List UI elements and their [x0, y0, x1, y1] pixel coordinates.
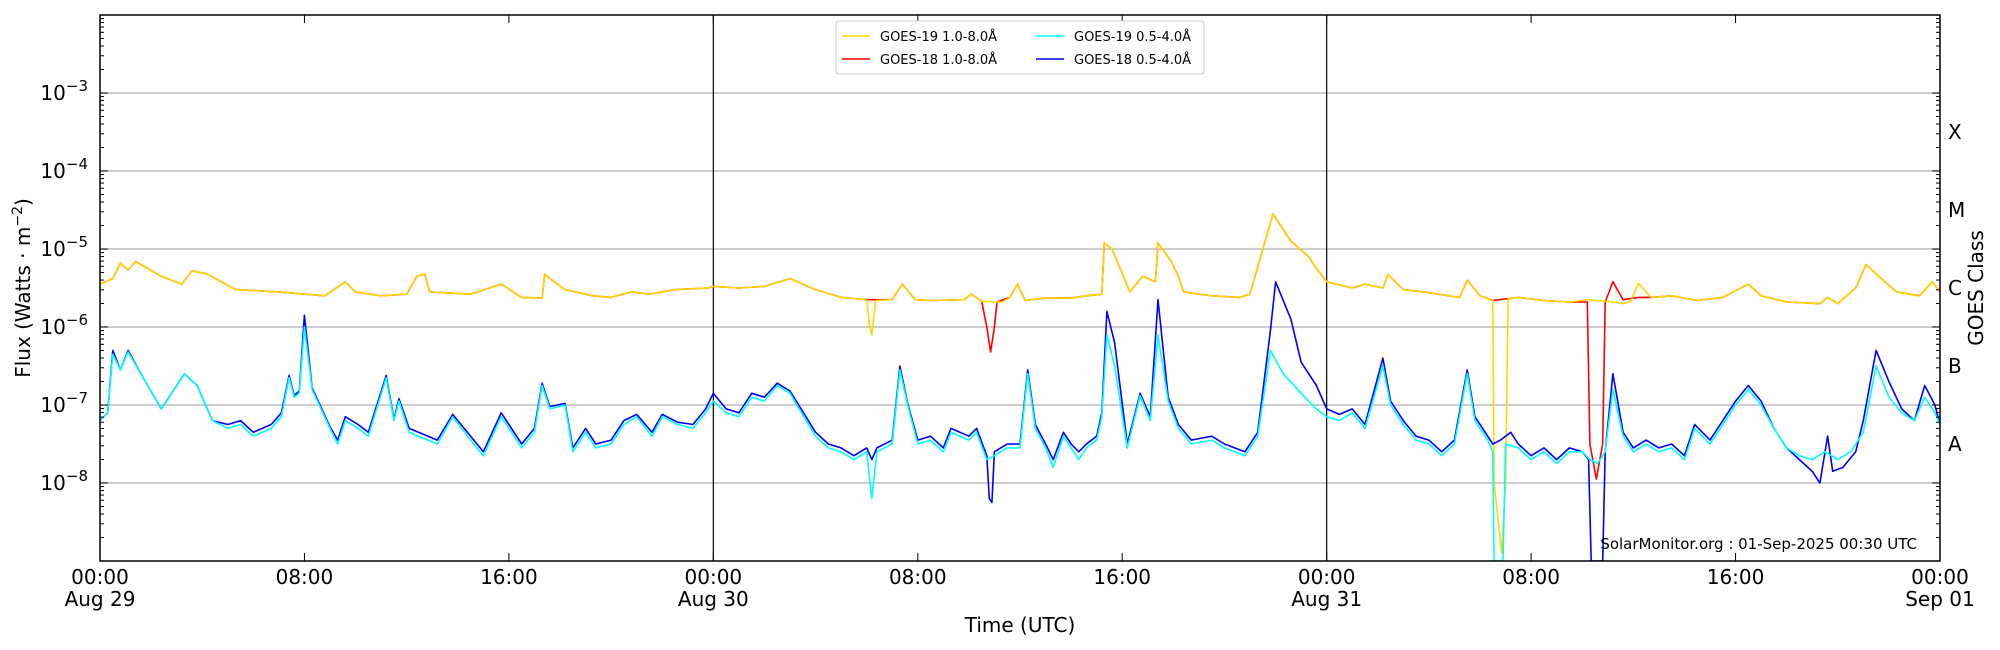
y-axis-ticks [100, 18, 1940, 562]
x-tick-time-label: 16:00 [1707, 565, 1765, 589]
x-tick-time-label: 00:00 [1298, 565, 1356, 589]
y-tick-label: 10−8 [40, 467, 88, 495]
y-tick-label: 10−4 [40, 155, 88, 183]
goes-class-label-x: X [1948, 120, 1962, 144]
y-axis-labels: 10−3 10−4 10−5 10−6 10−7 10−8 [40, 77, 88, 495]
plot-frame [99, 14, 1941, 562]
y-axis-title: Flux (Watts · m−2) [10, 198, 35, 378]
x-tick-time-label: 00:00 [71, 565, 129, 589]
y-tick-label: 10−7 [40, 389, 88, 417]
data-series [100, 213, 1940, 561]
legend-box [835, 20, 1205, 75]
legend-label-goes19-short: GOES-19 0.5-4.0Å [1074, 29, 1191, 45]
x-tick-time-label: 08:00 [1502, 565, 1560, 589]
y-tick-label: 10−3 [40, 77, 88, 105]
credit-annotation: SolarMonitor.org : 01-Sep-2025 00:30 UTC [1600, 535, 1917, 553]
goes-class-labels: X M C B A [1948, 120, 1965, 456]
y-axis-right-title: GOES Class [1964, 230, 1988, 346]
x-axis-ticks [99, 15, 1941, 561]
x-tick-date-label: Aug 30 [678, 587, 749, 611]
goes-class-label-m: M [1948, 198, 1965, 222]
series-line-goes-19-0-5-4-0- [100, 326, 1940, 561]
x-tick-date-label: Aug 31 [1291, 587, 1362, 611]
x-tick-time-label: 00:00 [1911, 565, 1969, 589]
x-tick-date-label: Aug 29 [65, 587, 136, 611]
legend-label-goes18-long: GOES-18 1.0-8.0Å [880, 52, 997, 68]
x-tick-date-label: Sep 01 [1905, 587, 1975, 611]
series-line-goes-19-1-0-8-0- [100, 213, 1940, 554]
goes-class-label-c: C [1948, 276, 1962, 300]
x-axis-title: Time (UTC) [964, 613, 1076, 637]
legend: GOES-19 1.0-8.0Å GOES-19 0.5-4.0Å GOES-1… [835, 20, 1205, 75]
x-tick-time-label: 16:00 [480, 565, 538, 589]
x-tick-time-label: 08:00 [276, 565, 334, 589]
day-dividers [712, 15, 1328, 561]
y-tick-label: 10−6 [40, 311, 88, 339]
x-tick-time-label: 00:00 [685, 565, 743, 589]
goes-class-label-a: A [1948, 432, 1962, 456]
legend-label-goes19-long: GOES-19 1.0-8.0Å [880, 29, 997, 45]
x-tick-time-label: 16:00 [1093, 565, 1151, 589]
y-tick-label: 10−5 [40, 233, 88, 261]
gridlines [100, 92, 1940, 484]
goes-class-label-b: B [1948, 354, 1962, 378]
legend-label-goes18-short: GOES-18 0.5-4.0Å [1074, 52, 1191, 68]
x-tick-time-label: 08:00 [889, 565, 947, 589]
